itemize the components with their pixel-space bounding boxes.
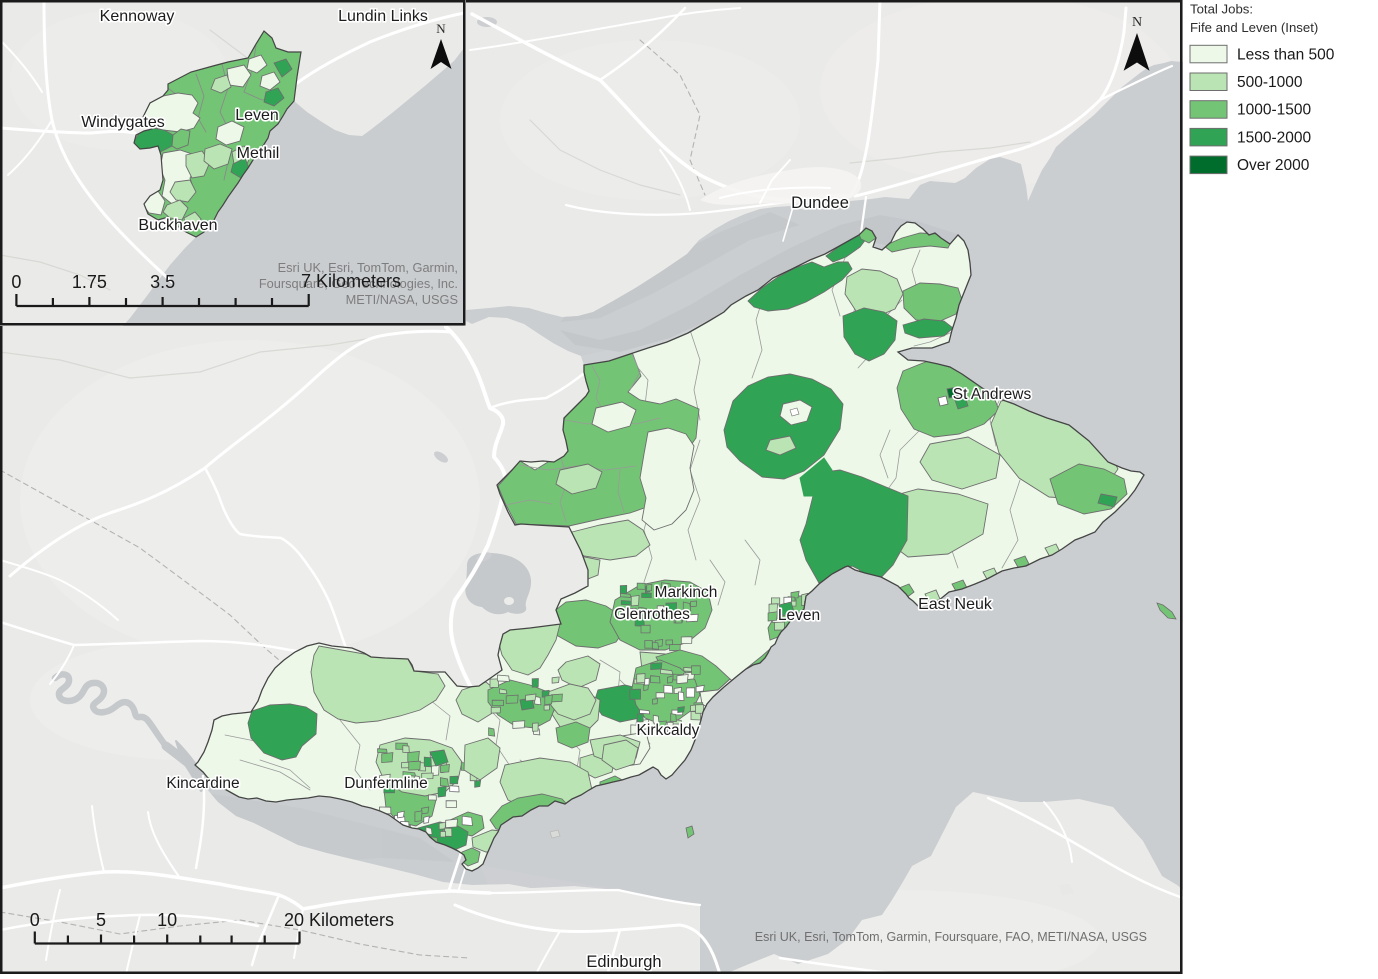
- svg-text:Fife and Leven (Inset): Fife and Leven (Inset): [1190, 20, 1318, 35]
- svg-text:METI/NASA, USGS: METI/NASA, USGS: [346, 292, 458, 307]
- svg-text:20 Kilometers: 20 Kilometers: [284, 910, 394, 930]
- svg-text:Methil: Methil: [237, 145, 280, 162]
- svg-text:Lundin Links: Lundin Links: [338, 8, 428, 25]
- svg-text:Dundee: Dundee: [791, 194, 849, 212]
- svg-text:1.75: 1.75: [72, 272, 107, 292]
- svg-text:1000-1500: 1000-1500: [1237, 102, 1312, 119]
- svg-text:10: 10: [157, 910, 177, 930]
- svg-text:Foursquare, GeoTechnologies, I: Foursquare, GeoTechnologies, Inc.: [259, 276, 458, 291]
- svg-text:7 Kilometers: 7 Kilometers: [301, 271, 401, 291]
- svg-text:Buckhaven: Buckhaven: [138, 217, 217, 234]
- svg-text:Leven: Leven: [778, 607, 820, 624]
- svg-text:Leven: Leven: [235, 107, 279, 124]
- svg-text:Total Jobs:: Total Jobs:: [1190, 2, 1253, 17]
- svg-text:Glenrothes: Glenrothes: [614, 606, 690, 623]
- svg-text:0: 0: [11, 272, 21, 292]
- svg-text:Esri UK, Esri, TomTom, Garmin,: Esri UK, Esri, TomTom, Garmin, Foursquar…: [755, 930, 1147, 944]
- svg-text:St Andrews: St Andrews: [953, 386, 1032, 403]
- svg-text:1500-2000: 1500-2000: [1237, 129, 1312, 146]
- svg-text:N: N: [1132, 15, 1142, 30]
- svg-text:Kincardine: Kincardine: [166, 775, 239, 792]
- svg-text:0: 0: [30, 910, 40, 930]
- svg-text:Kennoway: Kennoway: [100, 8, 175, 25]
- svg-text:Edinburgh: Edinburgh: [586, 953, 661, 971]
- svg-text:5: 5: [96, 910, 106, 930]
- svg-text:Over 2000: Over 2000: [1237, 157, 1310, 174]
- svg-text:East Neuk: East Neuk: [918, 596, 993, 613]
- svg-text:Esri UK, Esri, TomTom, Garmin,: Esri UK, Esri, TomTom, Garmin,: [278, 260, 458, 275]
- svg-text:500-1000: 500-1000: [1237, 74, 1303, 91]
- svg-text:Dunfermline: Dunfermline: [344, 775, 428, 792]
- svg-text:3.5: 3.5: [150, 272, 175, 292]
- svg-text:Markinch: Markinch: [655, 584, 718, 601]
- svg-text:Less than 500: Less than 500: [1237, 46, 1335, 63]
- svg-text:Kirkcaldy: Kirkcaldy: [637, 722, 700, 739]
- svg-text:Windygates: Windygates: [81, 114, 165, 131]
- svg-text:N: N: [436, 21, 446, 36]
